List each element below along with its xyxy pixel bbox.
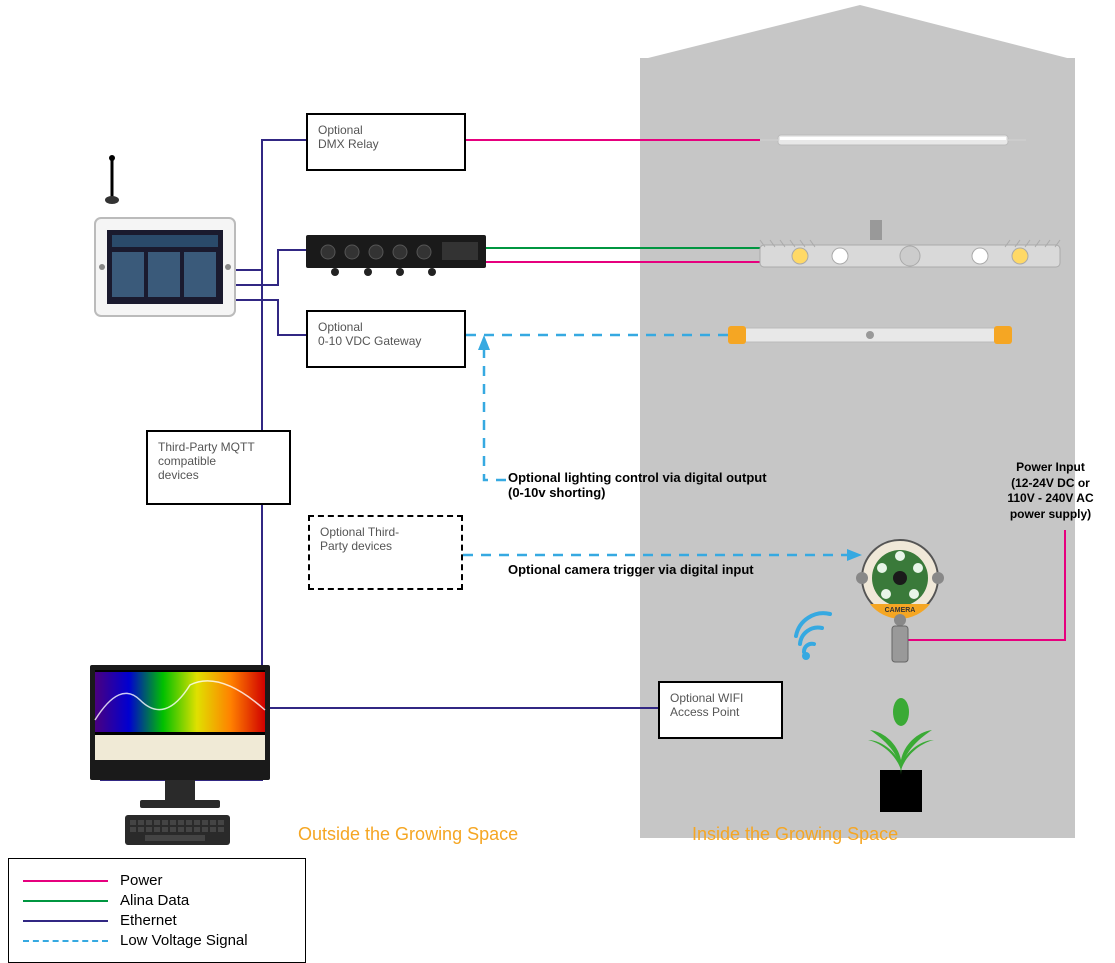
line-ethernet (230, 250, 306, 285)
legend-swatch-alina (23, 900, 108, 902)
vdc-gateway-box: Optional 0-10 VDC Gateway (306, 310, 466, 368)
camera-trigger-label: Optional camera trigger via digital inpu… (508, 562, 754, 577)
monitor-device (90, 665, 270, 808)
legend-label: Ethernet (120, 912, 177, 929)
roof-shape (640, 5, 1075, 60)
legend-row: Alina Data (23, 892, 291, 909)
legend-label: Alina Data (120, 892, 189, 909)
mqtt-box: Third-Party MQTT compatible devices (146, 430, 291, 505)
legend: Power Alina Data Ethernet Low Voltage Si… (8, 858, 306, 963)
legend-row: Power (23, 872, 291, 889)
legend-row: Low Voltage Signal (23, 932, 291, 949)
controller-device (95, 155, 235, 316)
light-bar-orange (728, 326, 1012, 344)
box-label: Optional DMX Relay (318, 123, 454, 151)
legend-label: Low Voltage Signal (120, 932, 248, 949)
arrow-up (478, 335, 490, 350)
light-bar-top (760, 135, 1026, 145)
wifi-ap-box: Optional WIFI Access Point (658, 681, 783, 739)
legend-label: Power (120, 872, 163, 889)
box-label: Optional Third- Party devices (320, 525, 451, 553)
outside-zone-label: Outside the Growing Space (298, 824, 518, 845)
third-party-box: Optional Third- Party devices (308, 515, 463, 590)
rack-unit-device (306, 235, 486, 276)
legend-swatch-power (23, 880, 108, 882)
box-label: Third-Party MQTT compatible devices (158, 440, 279, 482)
dmx-relay-box: Optional DMX Relay (306, 113, 466, 171)
box-label: Optional WIFI Access Point (670, 691, 771, 719)
line-ethernet (230, 300, 306, 335)
line-lowv (484, 348, 508, 480)
keyboard-device (125, 815, 230, 845)
lighting-control-label: Optional lighting control via digital ou… (508, 470, 767, 500)
legend-row: Ethernet (23, 912, 291, 929)
box-label: Optional 0-10 VDC Gateway (318, 320, 454, 348)
legend-swatch-lowv (23, 940, 108, 942)
power-input-label: Power Input (12-24V DC or 110V - 240V AC… (988, 460, 1113, 522)
svg-text:CAMERA: CAMERA (885, 607, 916, 614)
inside-zone-label: Inside the Growing Space (692, 824, 898, 845)
legend-swatch-ethernet (23, 920, 108, 922)
